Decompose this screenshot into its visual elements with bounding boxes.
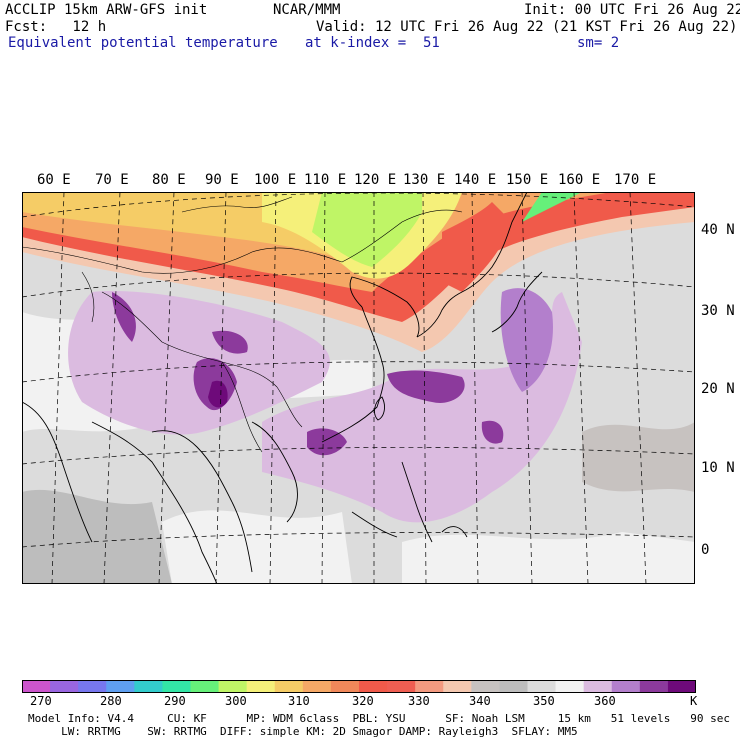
colorbar-label: 270	[30, 694, 52, 708]
colorbar-label: 320	[352, 694, 374, 708]
field-name: Equivalent potential temperature	[8, 35, 278, 51]
colorbar-swatch	[78, 680, 107, 693]
colorbar-swatch	[50, 680, 79, 693]
colorbar-swatch	[611, 680, 641, 693]
model-title: ACCLIP 15km ARW-GFS init	[5, 2, 208, 18]
lon-label: 150 E	[506, 172, 549, 188]
light-region	[162, 510, 352, 584]
colorbar-label: 280	[100, 694, 122, 708]
colorbar-swatch	[162, 680, 191, 693]
colorbar-frame	[22, 680, 696, 693]
colorbar-swatch	[106, 680, 135, 693]
colorbar-label: 360	[594, 694, 616, 708]
colorbar-swatch	[22, 680, 51, 693]
moist-core	[481, 420, 504, 444]
colorbar-label: 310	[288, 694, 310, 708]
colorbar-swatch	[583, 680, 613, 693]
colorbar-swatch	[471, 680, 500, 693]
lat-label: 0	[701, 542, 710, 558]
lon-label: 140 E	[454, 172, 497, 188]
grey-region	[22, 489, 172, 584]
lon-label: 120 E	[354, 172, 397, 188]
smoothing-label: sm= 2	[577, 35, 620, 51]
lon-label: 160 E	[558, 172, 601, 188]
colorbar-swatch	[443, 680, 472, 693]
colorbar-swatch	[302, 680, 332, 693]
moist-region	[500, 288, 553, 392]
colorbar-swatch	[499, 680, 528, 693]
colorbar-label: 350	[533, 694, 555, 708]
colorbar-swatch	[134, 680, 163, 693]
moist-core	[387, 370, 465, 403]
init-time: Init: 00 UTC Fri 26 Aug 22	[524, 2, 740, 18]
colorbar-label: 300	[225, 694, 247, 708]
valid-time: Valid: 12 UTC Fri 26 Aug 22 (21 KST Fri …	[316, 19, 738, 35]
coastlines	[22, 192, 543, 584]
lon-label: 70 E	[95, 172, 129, 188]
colorbar-swatch	[330, 680, 360, 693]
colorbar-label: 330	[408, 694, 430, 708]
colorbar-swatch	[274, 680, 304, 693]
colorbar-swatch	[415, 680, 444, 693]
grey-region	[582, 422, 695, 492]
red-band	[442, 202, 512, 292]
colorbar-swatch	[218, 680, 248, 693]
lon-label: 100 E	[254, 172, 297, 188]
lat-label: 20 N	[701, 381, 735, 397]
colorbar-swatch	[359, 680, 388, 693]
colorbar-label: 290	[164, 694, 186, 708]
graticule	[22, 192, 695, 584]
forecast-hour: Fcst: 12 h	[5, 19, 107, 35]
colorbar	[22, 680, 696, 693]
colorbar-swatch	[667, 680, 696, 693]
colorbar-swatch	[527, 680, 557, 693]
colorbar-swatch	[639, 680, 669, 693]
colorbar-swatch	[246, 680, 276, 693]
colorbar-swatch	[387, 680, 416, 693]
org-label: NCAR/MMM	[273, 2, 341, 18]
moist-region	[262, 292, 582, 523]
model-info-line2: LW: RRTMG SW: RRTMG DIFF: simple KM: 2D …	[28, 725, 578, 738]
lon-label: 80 E	[152, 172, 186, 188]
moist-core	[112, 292, 136, 342]
colorbar-label: 340	[469, 694, 491, 708]
moist-core	[208, 380, 228, 408]
lon-label: 90 E	[205, 172, 239, 188]
lat-label: 10 N	[701, 460, 735, 476]
lat-label: 40 N	[701, 222, 735, 238]
lon-label: 170 E	[614, 172, 657, 188]
colorbar-swatch	[555, 680, 585, 693]
colorbar-swatch	[190, 680, 220, 693]
green-band	[522, 192, 582, 222]
lon-label: 60 E	[37, 172, 71, 188]
lon-label: 110 E	[304, 172, 347, 188]
colorbar-unit: K	[690, 694, 698, 708]
model-info-line1: Model Info: V4.4 CU: KF MP: WDM 6class P…	[28, 712, 730, 725]
lat-label: 30 N	[701, 303, 735, 319]
map-frame	[22, 192, 695, 584]
borders	[22, 196, 463, 453]
theta-e-map	[22, 192, 695, 584]
light-region	[402, 532, 695, 584]
moist-core	[307, 428, 347, 456]
green-band	[312, 192, 422, 267]
lon-label: 130 E	[403, 172, 446, 188]
moist-core	[212, 330, 248, 354]
level-label: at k-index = 51	[305, 35, 440, 51]
